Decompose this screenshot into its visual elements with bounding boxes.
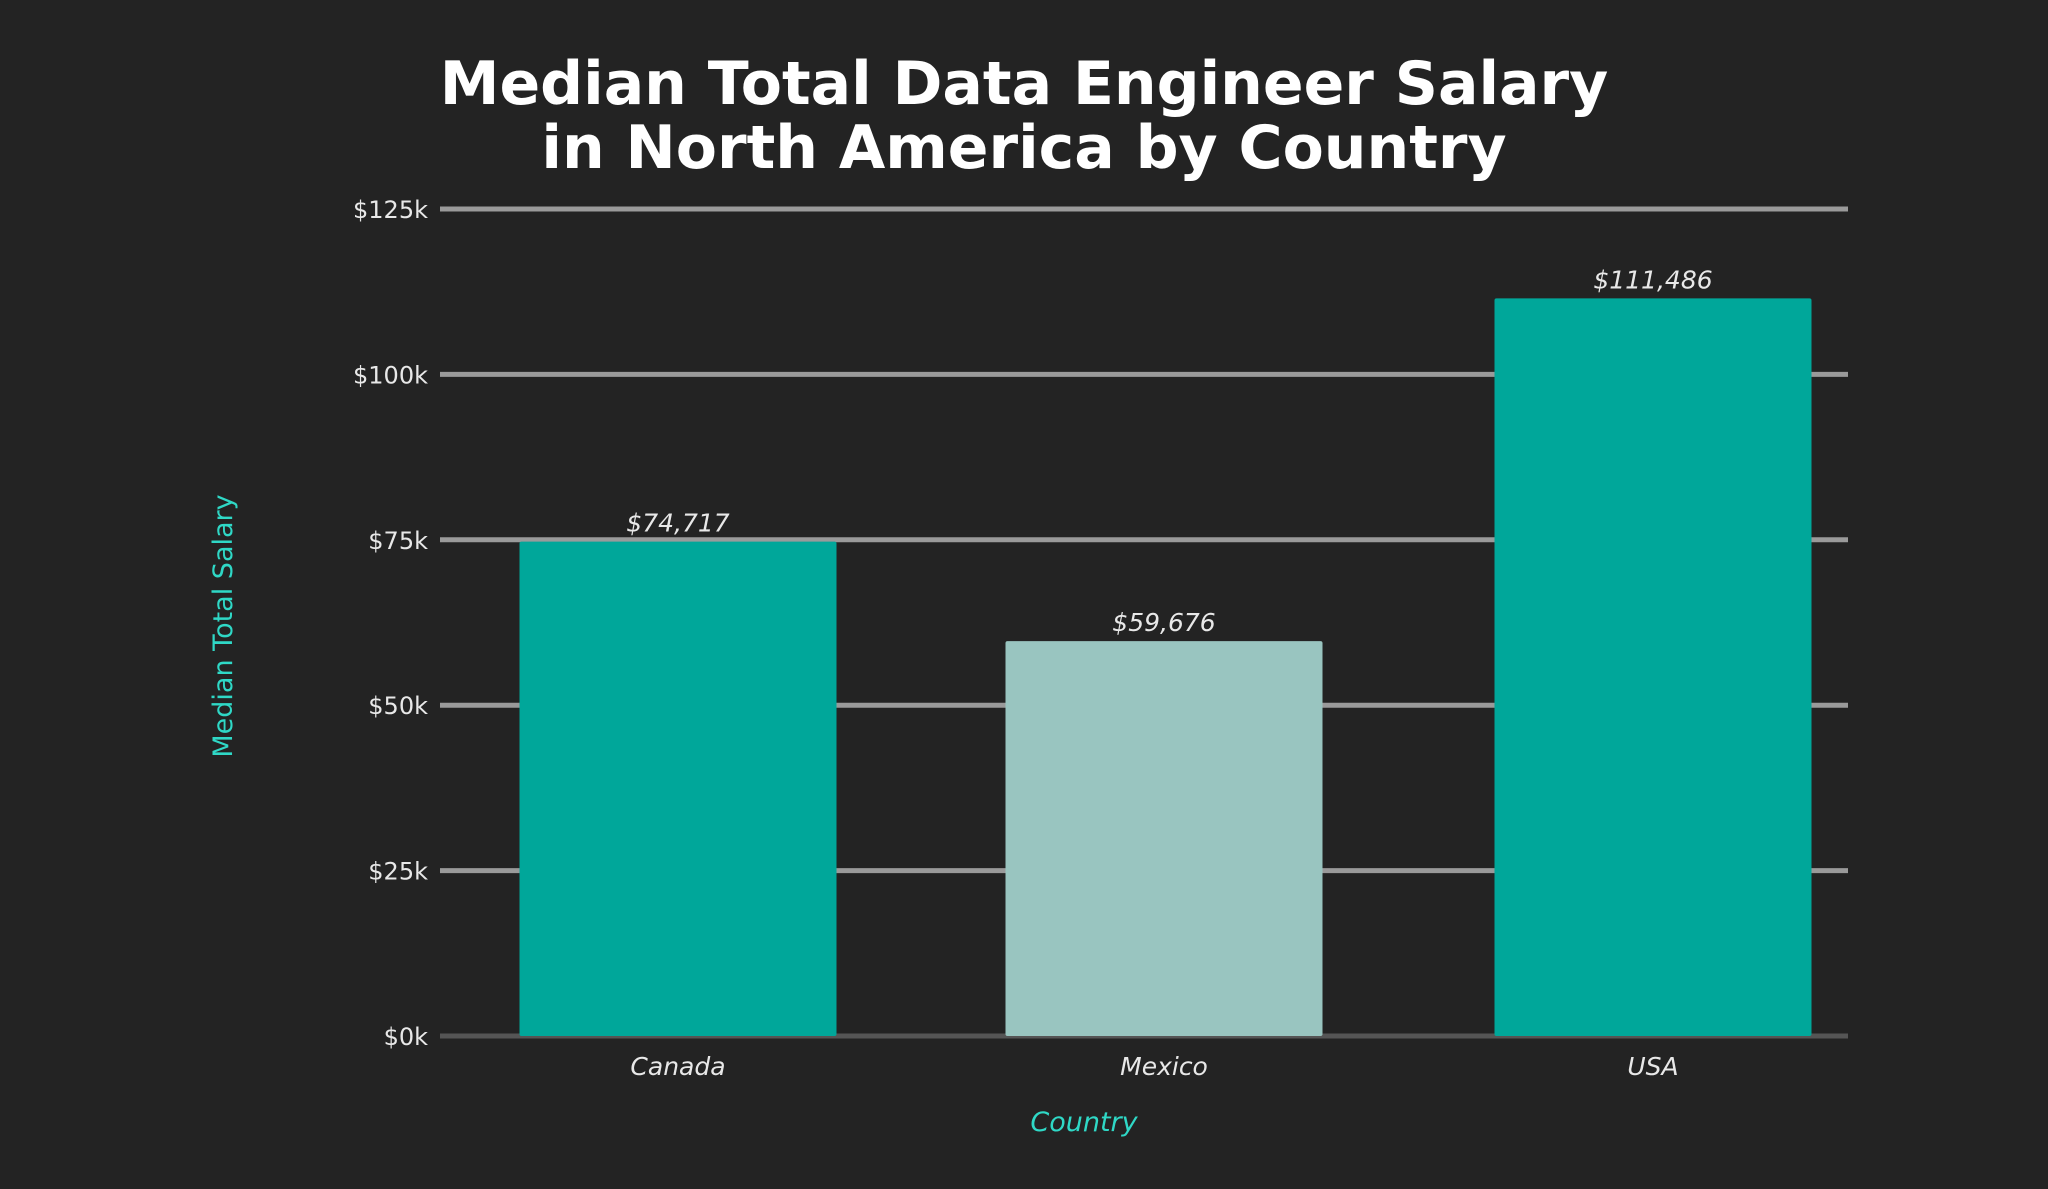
- y-tick-label: $50k: [368, 692, 428, 720]
- y-tick-label: $75k: [368, 527, 428, 555]
- data-label: $59,676: [1112, 608, 1215, 637]
- chart-title-line2: in North America by Country: [541, 113, 1507, 183]
- chart-title: Median Total Data Engineer Salary in Nor…: [0, 52, 2048, 180]
- y-tick-label: $125k: [353, 196, 428, 224]
- x-axis-label: Country: [1030, 1107, 1138, 1138]
- bar-mexico: [1005, 641, 1323, 1036]
- chart-title-line1: Median Total Data Engineer Salary: [439, 49, 1609, 119]
- y-tick-label: $25k: [368, 858, 428, 886]
- y-tick-label: $100k: [353, 361, 428, 389]
- x-tick-label: USA: [1627, 1052, 1678, 1081]
- x-tick-label: Canada: [630, 1052, 725, 1081]
- data-label: $111,486: [1593, 265, 1712, 294]
- bar-canada: [519, 541, 837, 1036]
- data-label: $74,717: [626, 509, 729, 538]
- y-tick-label: $0k: [384, 1023, 429, 1051]
- y-axis-label: Median Total Salary: [208, 494, 239, 757]
- bar-usa: [1494, 298, 1812, 1036]
- x-tick-label: Mexico: [1120, 1052, 1208, 1081]
